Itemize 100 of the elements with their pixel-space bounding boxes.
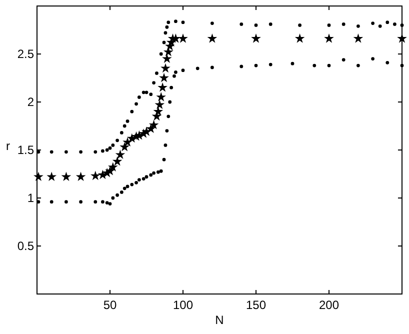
point [105, 148, 109, 152]
point [76, 172, 86, 182]
point [120, 142, 130, 152]
point [165, 25, 169, 29]
point [156, 92, 166, 102]
point [393, 22, 396, 26]
point [64, 150, 68, 154]
point [112, 156, 122, 166]
point [50, 200, 54, 204]
point [79, 200, 82, 204]
point [158, 82, 168, 92]
point [400, 64, 404, 68]
point [251, 33, 261, 43]
point [356, 64, 360, 68]
point [159, 169, 163, 173]
point [386, 60, 390, 64]
y-tick-label: 0.5 [17, 239, 34, 253]
point [50, 150, 54, 154]
point [142, 177, 146, 180]
point [170, 86, 174, 90]
point [153, 106, 164, 116]
point [294, 33, 305, 43]
x-tick-label: 200 [318, 298, 340, 312]
point [240, 22, 244, 26]
point [115, 150, 126, 159]
point [298, 24, 302, 27]
point [164, 144, 168, 147]
point [207, 33, 218, 43]
point [159, 52, 163, 56]
point [210, 22, 214, 25]
point [160, 63, 170, 73]
point [90, 170, 100, 180]
point [254, 64, 258, 68]
point [371, 57, 374, 60]
point [268, 62, 272, 66]
point [152, 81, 156, 84]
point [108, 146, 112, 150]
point [353, 33, 364, 43]
point [122, 137, 132, 146]
point [327, 24, 331, 27]
x-tick-label: 50 [103, 298, 117, 312]
point [154, 100, 165, 110]
point [116, 193, 119, 197]
point [64, 200, 68, 204]
point [120, 131, 124, 134]
point [156, 170, 160, 174]
point [166, 114, 170, 118]
point [144, 175, 148, 179]
point [149, 92, 153, 96]
point [162, 54, 172, 63]
point [290, 62, 294, 66]
point [108, 202, 112, 206]
point [342, 22, 346, 26]
point [327, 64, 331, 68]
point [386, 20, 390, 24]
y-tick-label: 1 [27, 191, 34, 205]
point [46, 172, 57, 182]
point [138, 178, 141, 182]
point [378, 24, 382, 28]
point [108, 162, 118, 172]
point [196, 66, 200, 70]
point [324, 33, 334, 43]
point [149, 173, 153, 177]
x-tick-label: 150 [246, 298, 266, 312]
x-tick-label: 100 [172, 298, 194, 312]
point [356, 24, 360, 28]
point [134, 102, 138, 106]
point [240, 64, 244, 68]
point [254, 24, 258, 27]
point [181, 20, 185, 24]
y-tick-label: 1.5 [17, 143, 34, 157]
point [94, 200, 98, 204]
point [138, 96, 141, 99]
y-tick-label: 2 [27, 95, 34, 109]
point [162, 158, 166, 162]
point [164, 31, 168, 35]
y-tick-label: 2.5 [17, 47, 34, 61]
point [268, 22, 272, 26]
point [61, 172, 72, 182]
point [174, 70, 178, 74]
point [165, 129, 169, 132]
x-axis-title: N [215, 313, 224, 327]
point [130, 110, 134, 114]
point [155, 72, 158, 75]
point [178, 33, 188, 43]
point [122, 186, 126, 190]
point [126, 120, 130, 123]
point [34, 172, 44, 182]
point [168, 100, 172, 104]
point [148, 120, 159, 130]
point [342, 58, 346, 62]
point [105, 201, 109, 204]
point [174, 20, 178, 24]
point [159, 72, 169, 82]
point [172, 74, 176, 78]
point [130, 182, 134, 186]
point [134, 180, 138, 184]
point [101, 149, 104, 153]
point [111, 196, 115, 200]
point [144, 90, 148, 94]
